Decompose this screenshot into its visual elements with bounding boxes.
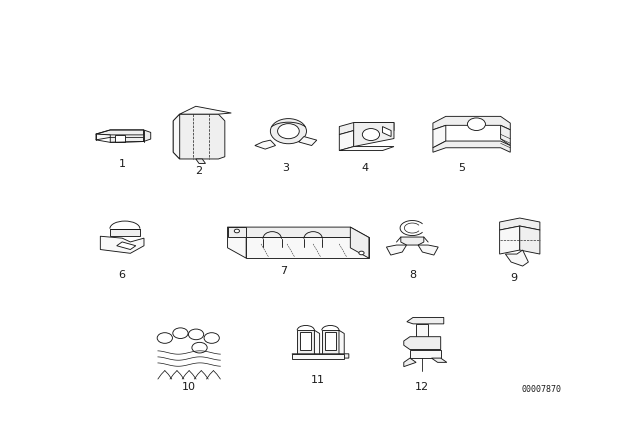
Polygon shape xyxy=(339,146,394,151)
Text: 3: 3 xyxy=(282,163,289,172)
Polygon shape xyxy=(339,330,344,356)
Polygon shape xyxy=(180,106,231,114)
Circle shape xyxy=(157,333,172,343)
Polygon shape xyxy=(407,318,444,324)
Polygon shape xyxy=(322,330,339,354)
Text: 2: 2 xyxy=(195,166,203,176)
Polygon shape xyxy=(339,130,354,151)
Polygon shape xyxy=(299,137,317,146)
Polygon shape xyxy=(196,159,205,164)
Polygon shape xyxy=(297,330,314,354)
Polygon shape xyxy=(404,358,416,366)
Circle shape xyxy=(270,119,307,144)
Text: 11: 11 xyxy=(311,375,325,385)
Text: 5: 5 xyxy=(458,163,465,172)
Polygon shape xyxy=(110,228,140,236)
Circle shape xyxy=(362,129,380,141)
Polygon shape xyxy=(228,227,369,237)
Polygon shape xyxy=(292,354,344,359)
Polygon shape xyxy=(339,123,394,134)
Polygon shape xyxy=(314,330,319,356)
Polygon shape xyxy=(110,138,143,142)
Polygon shape xyxy=(433,116,510,130)
Polygon shape xyxy=(228,227,246,258)
Polygon shape xyxy=(116,242,136,250)
Circle shape xyxy=(188,329,204,340)
Text: 9: 9 xyxy=(511,273,518,283)
Circle shape xyxy=(234,229,239,233)
Polygon shape xyxy=(292,354,349,358)
Polygon shape xyxy=(354,123,394,146)
Polygon shape xyxy=(383,126,391,137)
Polygon shape xyxy=(401,237,424,245)
Text: 8: 8 xyxy=(409,270,416,280)
Polygon shape xyxy=(500,125,510,146)
Circle shape xyxy=(278,124,300,139)
Polygon shape xyxy=(404,337,441,349)
Circle shape xyxy=(173,328,188,339)
Circle shape xyxy=(359,251,364,255)
Polygon shape xyxy=(246,237,369,258)
Polygon shape xyxy=(418,245,438,255)
Text: 00007870: 00007870 xyxy=(521,385,561,394)
Polygon shape xyxy=(173,114,180,159)
Polygon shape xyxy=(520,226,540,254)
Polygon shape xyxy=(173,114,225,159)
Polygon shape xyxy=(255,140,276,149)
Text: 6: 6 xyxy=(118,270,125,280)
Polygon shape xyxy=(115,135,125,142)
Polygon shape xyxy=(506,250,529,266)
Polygon shape xyxy=(96,134,110,140)
Polygon shape xyxy=(350,227,369,258)
Polygon shape xyxy=(433,125,446,148)
Text: 1: 1 xyxy=(118,159,125,169)
Circle shape xyxy=(204,333,220,343)
Text: 4: 4 xyxy=(362,163,369,172)
Polygon shape xyxy=(431,358,447,362)
Text: 10: 10 xyxy=(182,382,196,392)
Polygon shape xyxy=(96,130,143,135)
Polygon shape xyxy=(500,226,520,254)
Polygon shape xyxy=(228,227,246,237)
Polygon shape xyxy=(416,324,428,341)
Polygon shape xyxy=(143,130,151,142)
Polygon shape xyxy=(325,332,336,349)
Polygon shape xyxy=(100,236,144,253)
Polygon shape xyxy=(300,332,311,349)
Polygon shape xyxy=(433,141,510,152)
Text: 7: 7 xyxy=(280,266,287,276)
Polygon shape xyxy=(500,218,540,230)
Polygon shape xyxy=(410,349,441,358)
Circle shape xyxy=(192,342,207,353)
Polygon shape xyxy=(387,245,406,255)
Text: 12: 12 xyxy=(415,382,429,392)
Circle shape xyxy=(467,118,486,130)
